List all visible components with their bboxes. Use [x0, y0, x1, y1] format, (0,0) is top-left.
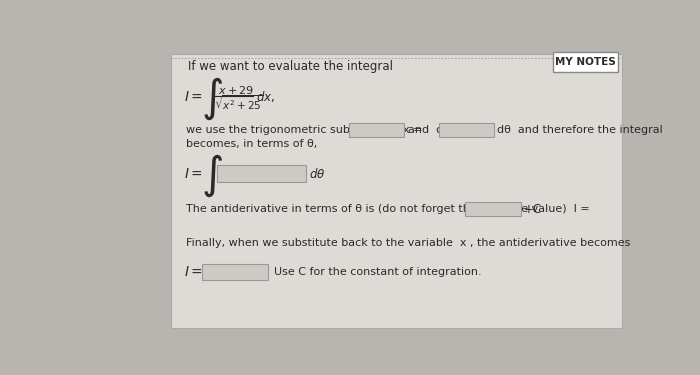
Text: The antiderivative in terms of θ is (do not forget the absolute value)  I =: The antiderivative in terms of θ is (do …	[186, 204, 589, 214]
FancyBboxPatch shape	[217, 165, 306, 182]
FancyBboxPatch shape	[439, 123, 494, 136]
Text: $dx,$: $dx,$	[256, 89, 274, 104]
FancyBboxPatch shape	[552, 52, 618, 72]
Text: $\sqrt{x^2 + 25}$: $\sqrt{x^2 + 25}$	[214, 94, 263, 112]
Text: $I =$: $I =$	[183, 90, 202, 104]
Text: MY NOTES: MY NOTES	[555, 57, 616, 67]
Text: $x+29$: $x+29$	[218, 84, 253, 96]
Text: Use C for the constant of integration.: Use C for the constant of integration.	[274, 267, 481, 277]
Text: dθ  and therefore the integral: dθ and therefore the integral	[498, 125, 663, 135]
FancyBboxPatch shape	[349, 123, 405, 136]
Text: and  dx =: and dx =	[408, 125, 463, 135]
FancyBboxPatch shape	[172, 54, 622, 328]
FancyBboxPatch shape	[465, 202, 521, 216]
Text: we use the trigonometric substitution  x =: we use the trigonometric substitution x …	[186, 125, 422, 135]
Text: If we want to evaluate the integral: If we want to evaluate the integral	[188, 60, 393, 73]
FancyBboxPatch shape	[202, 264, 268, 280]
Text: +C: +C	[524, 202, 542, 216]
Text: $d\theta$: $d\theta$	[309, 166, 326, 181]
Text: $I =$: $I =$	[183, 166, 202, 181]
Text: $\int$: $\int$	[202, 76, 223, 122]
Text: $I =$: $I =$	[183, 265, 202, 279]
Text: $\int$: $\int$	[202, 153, 223, 199]
Text: Finally, when we substitute back to the variable  x , the antiderivative becomes: Finally, when we substitute back to the …	[186, 238, 630, 248]
Text: becomes, in terms of θ,: becomes, in terms of θ,	[186, 138, 317, 148]
